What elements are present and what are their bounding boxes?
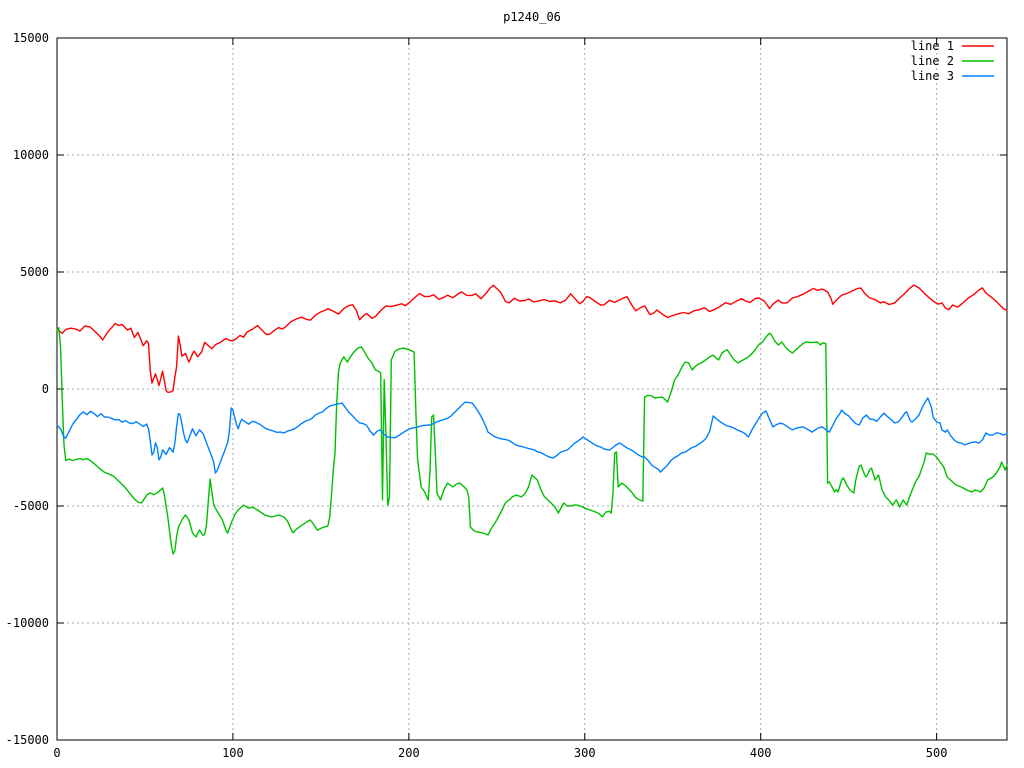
y-axis-tick-label: 5000 (20, 265, 49, 279)
axis-tick-labels: -15000 -10000 -5000 0 5000 10000 15000 0 100 200 3… (6, 31, 948, 760)
x-axis-tick-label: 400 (750, 746, 772, 760)
axis-ticks (56, 37, 1007, 741)
y-axis-tick-label: -10000 (6, 616, 49, 630)
chart-title: p1240_06 (503, 10, 561, 24)
y-axis-tick-label: 10000 (13, 148, 49, 162)
y-axis-tick-label: -5000 (13, 499, 49, 513)
legend-label-3: line 3 (911, 69, 954, 83)
series-line-3 (56, 397, 1008, 474)
y-axis-tick-label: 15000 (13, 31, 49, 45)
x-axis-tick-label: 300 (574, 746, 596, 760)
series-line-1 (56, 284, 1008, 393)
y-axis-tick-label: 0 (42, 382, 49, 396)
y-axis-tick-label: -15000 (6, 733, 49, 747)
x-axis-tick-label: 500 (926, 746, 948, 760)
gridlines (57, 38, 1007, 740)
data-series (56, 284, 1008, 555)
x-axis-tick-label: 0 (53, 746, 60, 760)
x-axis-tick-label: 200 (398, 746, 420, 760)
legend-label-1: line 1 (911, 39, 954, 53)
series-line-2 (56, 327, 1008, 555)
x-axis-tick-label: 100 (222, 746, 244, 760)
legend-label-2: line 2 (911, 54, 954, 68)
